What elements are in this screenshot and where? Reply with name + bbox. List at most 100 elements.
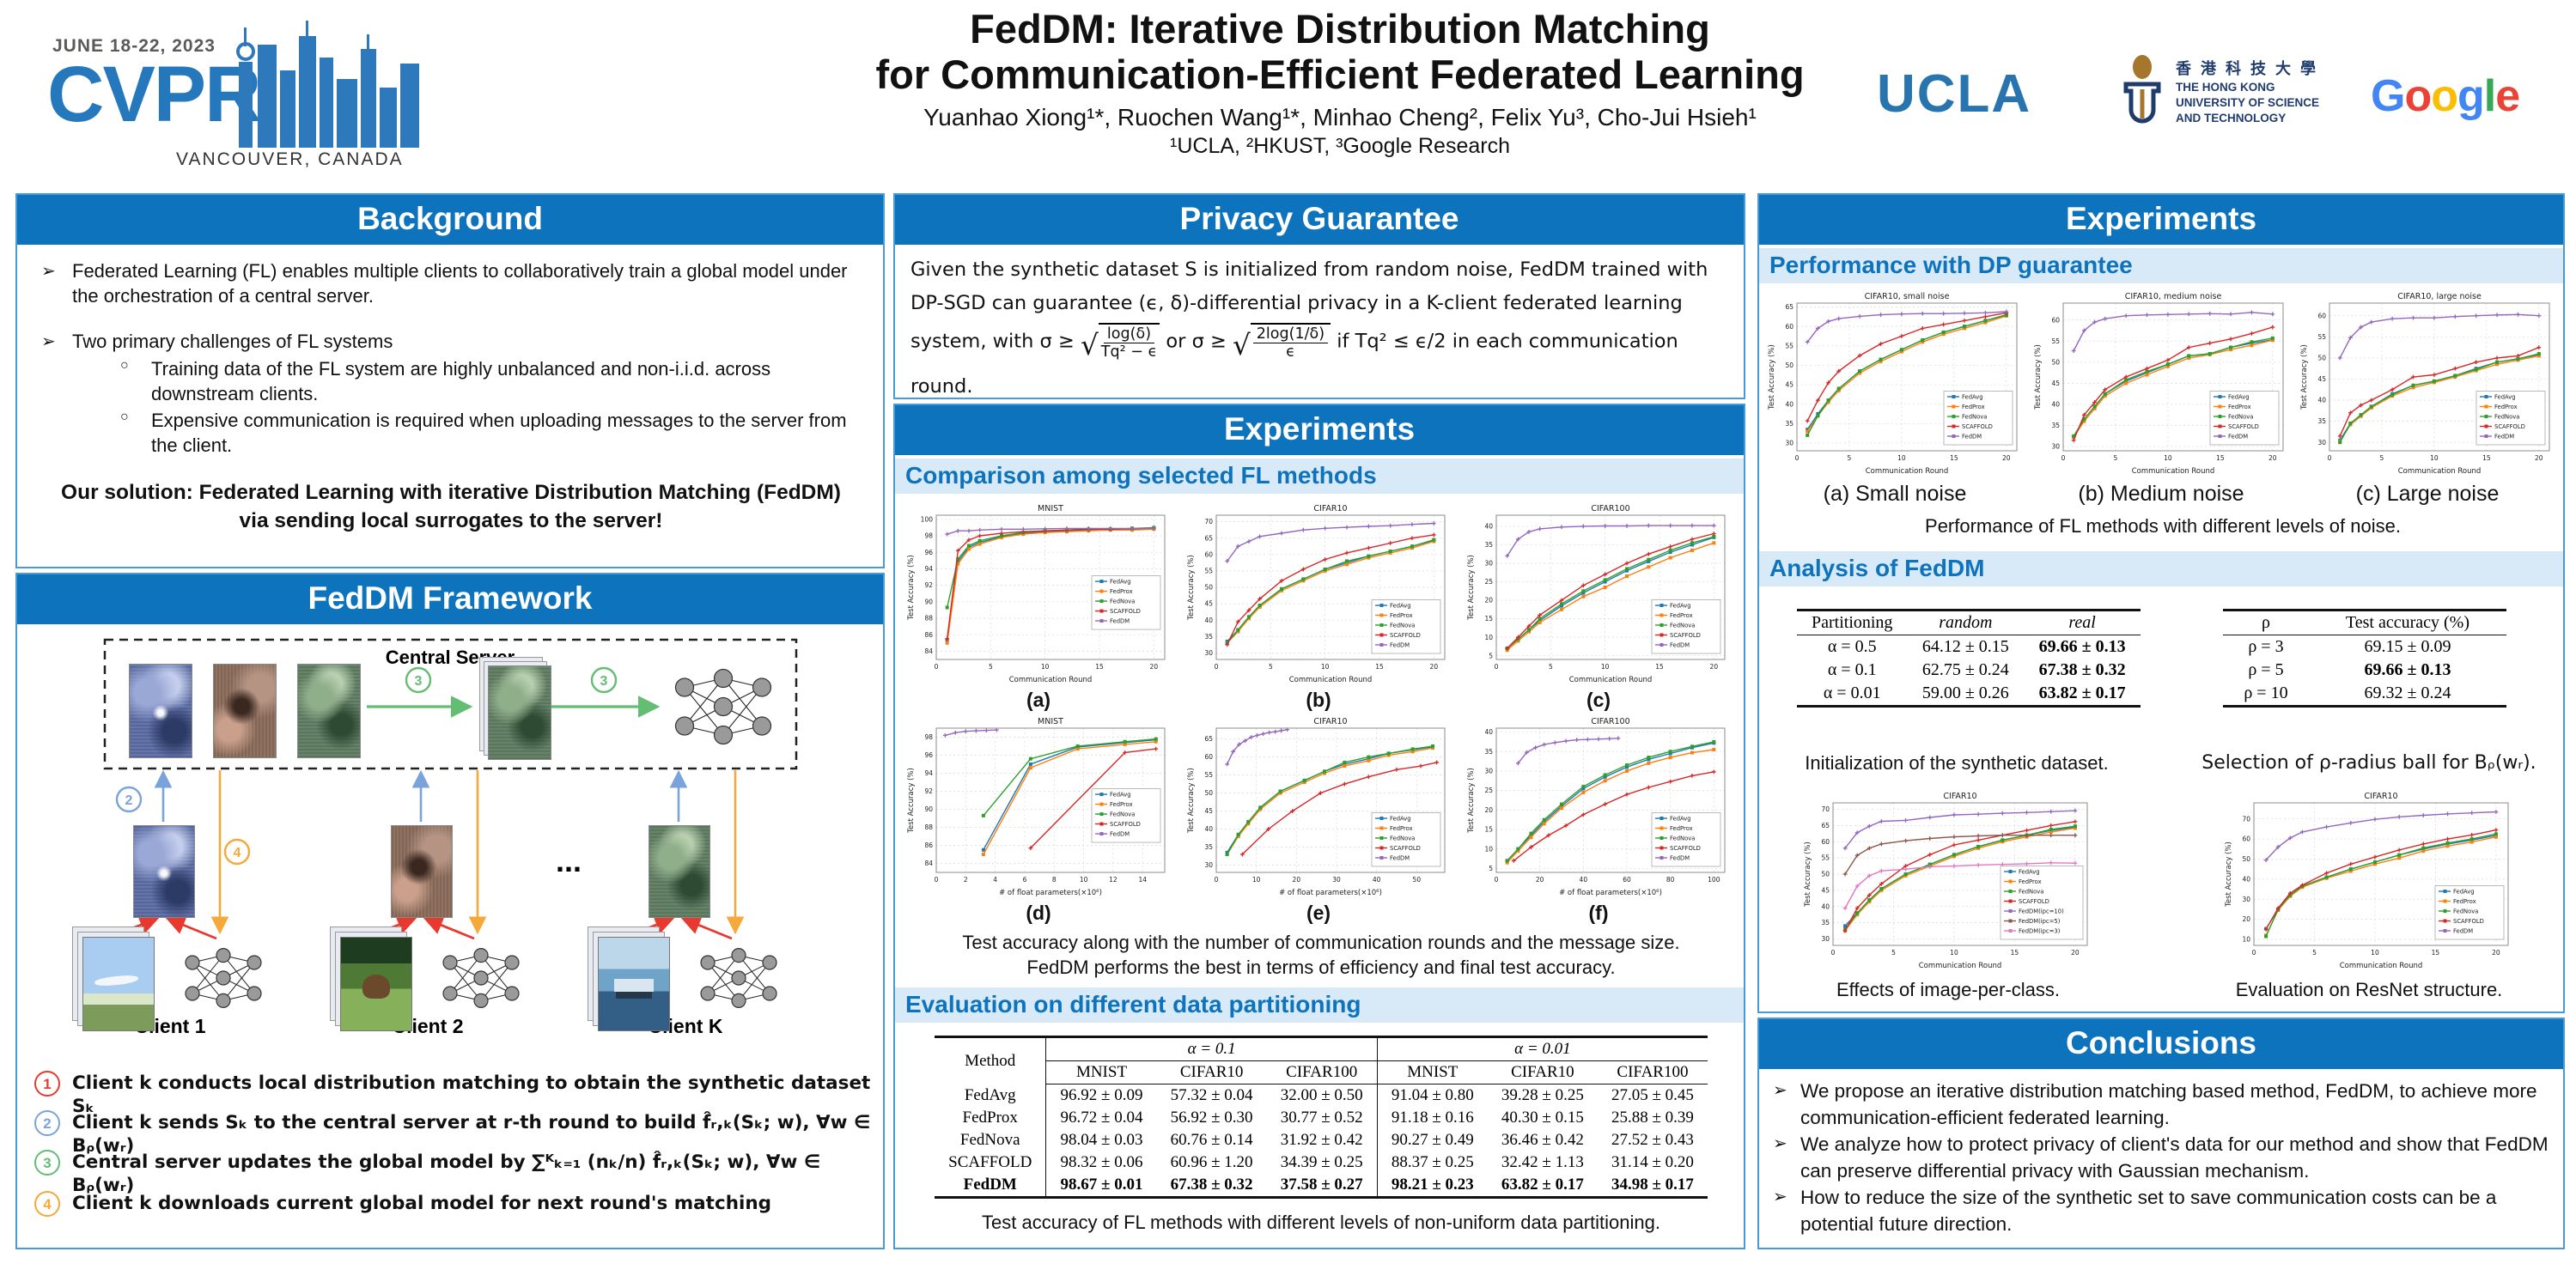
svg-text:Communication Round: Communication Round — [2340, 962, 2423, 970]
svg-text:20: 20 — [2268, 454, 2277, 462]
svg-text:FedProx: FedProx — [2494, 404, 2518, 410]
svg-text:70: 70 — [2242, 815, 2250, 823]
table-cell: 91.04 ± 0.80 — [1376, 1084, 1488, 1107]
svg-text:40: 40 — [1204, 825, 1213, 833]
svg-text:5: 5 — [989, 663, 993, 671]
table-cell: 90.27 ± 0.49 — [1376, 1129, 1488, 1151]
methods-table: Method α = 0.1 α = 0.01 MNIST CIFAR10 CIFAR10… — [935, 1036, 1708, 1199]
svg-text:35: 35 — [2051, 422, 2060, 429]
hkust-logo: 香 港 科 技 大 學 THE HONG KONG UNIVERSITY OF … — [2117, 52, 2332, 146]
conclusions-header: Conclusions — [1759, 1019, 2563, 1069]
svg-text:10: 10 — [2430, 454, 2439, 462]
svg-text:FedAvg: FedAvg — [1390, 603, 1411, 610]
svg-text:FedProx: FedProx — [2453, 898, 2476, 905]
table-cell: 37.58 ± 0.27 — [1266, 1174, 1378, 1199]
svg-text:55: 55 — [1785, 342, 1793, 349]
svg-text:0: 0 — [1495, 663, 1499, 671]
svg-text:FedProx: FedProx — [1110, 588, 1133, 595]
svg-text:12: 12 — [1109, 876, 1117, 884]
table-cell: 32.42 ± 1.13 — [1501, 1153, 1584, 1171]
svg-text:5: 5 — [1269, 663, 1273, 671]
conclusions-section: Conclusions ➢ We propose an iterative di… — [1757, 1018, 2565, 1249]
experiments-right-section: Experiments Performance with DP guarante… — [1757, 193, 2565, 1013]
privacy-header: Privacy Guarantee — [895, 195, 1744, 245]
table-cell: FedProx — [935, 1107, 1047, 1129]
svg-text:SCAFFOLD: SCAFFOLD — [1390, 845, 1421, 852]
svg-text:20: 20 — [2002, 454, 2011, 462]
svg-text:50: 50 — [2051, 358, 2060, 366]
table-cell: MNIST — [1045, 1060, 1157, 1084]
svg-text:70: 70 — [1821, 805, 1830, 813]
ellipsis: ... — [556, 843, 582, 878]
svg-text:15: 15 — [1375, 663, 1384, 671]
google-letter: g — [2457, 71, 2485, 121]
chart-svg: 0 2 4 6 8 10 12 14 84 86 88 90 92 94 96 98 MNIST # of flo… — [907, 717, 1166, 897]
svg-text:FedDM(ipc=5): FedDM(ipc=5) — [2019, 918, 2061, 925]
table-cell: 34.98 ± 0.17 — [1597, 1174, 1708, 1199]
methods-table-caption: Test accuracy of FL methods with differe… — [982, 1212, 1660, 1233]
svg-text:Test Accuracy (%): Test Accuracy (%) — [2034, 344, 2043, 410]
background-bullet-1: Federated Learning (FL) enables multiple… — [72, 260, 848, 307]
chart-dp-small: 0 5 10 15 20 30 35 40 45 50 55 60 65 CIFAR10, small n… — [1766, 289, 2024, 477]
svg-text:60: 60 — [1623, 876, 1631, 884]
svg-text:6: 6 — [1023, 876, 1027, 884]
svg-text:20: 20 — [2071, 949, 2080, 957]
svg-text:25: 25 — [1484, 787, 1493, 794]
svg-text:CIFAR10: CIFAR10 — [1313, 717, 1347, 726]
svg-text:35: 35 — [1484, 541, 1493, 549]
table-cell: 69.32 ± 0.24 — [2308, 682, 2506, 708]
svg-text:0: 0 — [2061, 454, 2066, 462]
svg-text:FedNova: FedNova — [1110, 811, 1135, 818]
svg-text:Test Accuracy (%): Test Accuracy (%) — [1187, 555, 1196, 621]
ucla-logo: UCLA — [1877, 64, 2032, 124]
chart-mnist-params: 0 2 4 6 8 10 12 14 84 86 88 90 92 94 96 98 MNIST # of flo… — [905, 714, 1172, 898]
frac1-numerator: log(δ) — [1103, 325, 1155, 343]
background-bullet-2: Two primary challenges of FL systems — [72, 331, 393, 352]
svg-text:30: 30 — [1332, 876, 1341, 884]
svg-text:FedDM: FedDM — [1670, 855, 1690, 862]
svg-text:60: 60 — [1821, 838, 1830, 846]
svg-text:20: 20 — [1484, 806, 1493, 814]
svg-text:90: 90 — [924, 805, 933, 813]
svg-text:40: 40 — [2051, 401, 2060, 409]
table-cell: α = 0.01 — [1797, 682, 1908, 708]
table-cell: 57.32 ± 0.04 — [1170, 1086, 1253, 1104]
svg-text:60: 60 — [1204, 753, 1213, 761]
privacy-text-a: Given the synthetic dataset S is initial… — [910, 258, 1708, 353]
ipc-caption: Effects of image-per-class. — [1836, 979, 2061, 1000]
table-cell: real — [2024, 609, 2141, 635]
table-cell: 63.82 ± 0.17 — [2024, 682, 2141, 708]
experiments-mid-section: Experiments Comparison among selected FL… — [893, 404, 1745, 1249]
svg-text:14: 14 — [1138, 876, 1147, 884]
svg-text:94: 94 — [924, 769, 933, 777]
sqrt-icon: √ — [1080, 328, 1099, 361]
table-cell: 62.75 ± 0.24 — [1921, 660, 2009, 679]
synthetic-image — [213, 664, 277, 758]
svg-text:86: 86 — [924, 631, 933, 639]
table-cell: CIFAR100 — [1266, 1060, 1378, 1084]
caption-b: (b) — [1306, 689, 1331, 711]
table-cell: 69.15 ± 0.09 — [2364, 637, 2451, 656]
svg-text:CIFAR100: CIFAR100 — [1591, 717, 1629, 726]
svg-text:SCAFFOLD: SCAFFOLD — [1962, 423, 1993, 430]
caption-medium-noise: (b) Medium noise — [2078, 482, 2244, 506]
svg-text:10: 10 — [1601, 663, 1610, 671]
table-cell: 98.04 ± 0.03 — [1060, 1131, 1143, 1149]
svg-text:FedNova: FedNova — [1110, 598, 1135, 605]
svg-text:45: 45 — [2317, 375, 2326, 383]
step-number-badge: 1 — [34, 1071, 60, 1097]
svg-text:35: 35 — [1821, 919, 1830, 927]
dp-caption: Performance of FL methods with different… — [1925, 515, 2401, 537]
svg-text:10: 10 — [1252, 876, 1261, 884]
step-number-badge: 2 — [34, 1110, 60, 1136]
svg-text:65: 65 — [1204, 534, 1213, 542]
caption-d: (d) — [1026, 902, 1051, 924]
svg-text:92: 92 — [924, 581, 933, 589]
frac2-numerator: 2log(1/δ) — [1252, 325, 1329, 343]
table-cell: 31.92 ± 0.42 — [1280, 1131, 1363, 1149]
svg-text:FedAvg: FedAvg — [1390, 816, 1411, 823]
cvpr-location: VANCOUVER, CANADA — [176, 149, 404, 169]
svg-text:40: 40 — [2242, 875, 2250, 883]
title-block: FedDM: Iterative Distribution Matching f… — [859, 6, 1821, 159]
conclusion-3: How to reduce the size of the synthetic … — [1800, 1187, 2497, 1236]
